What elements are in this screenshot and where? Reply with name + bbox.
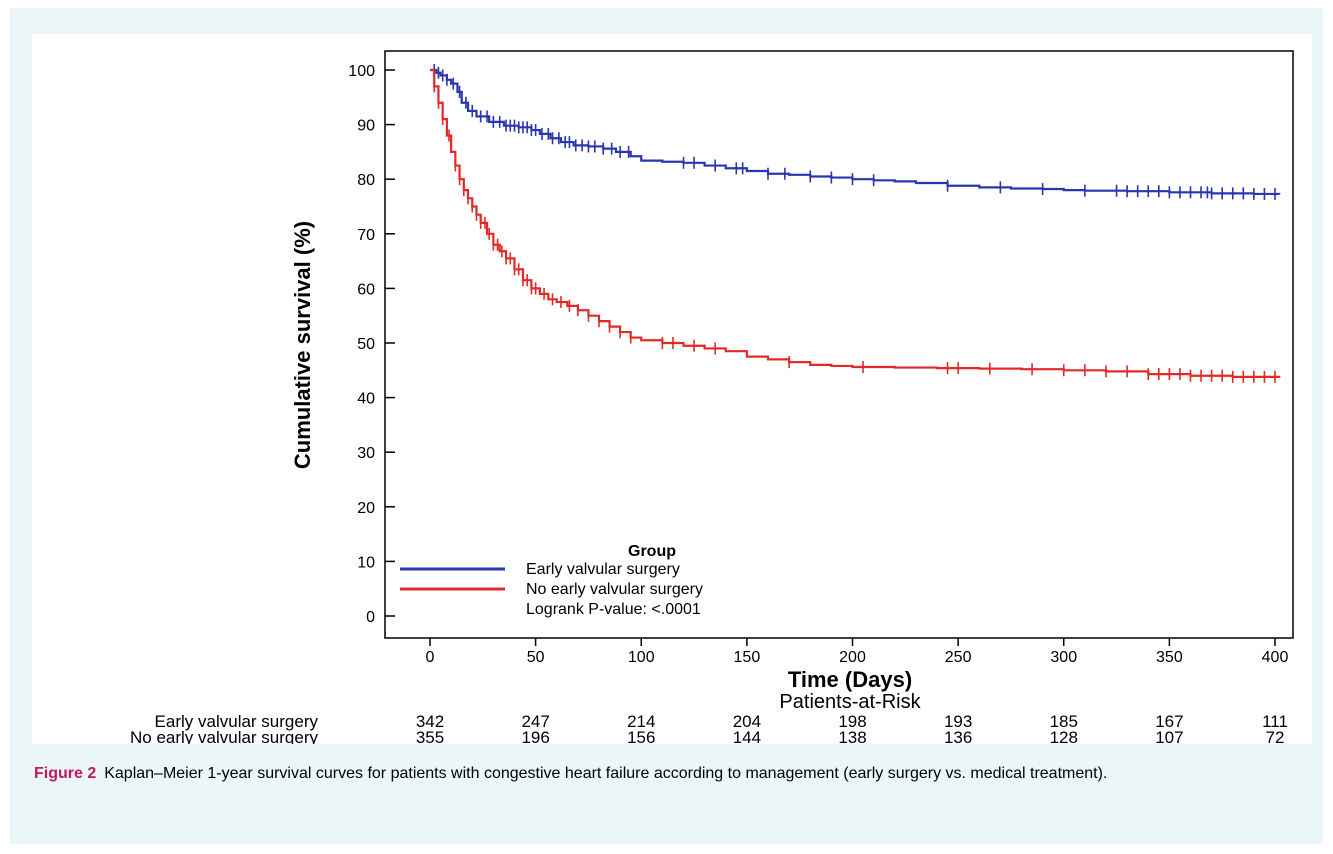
plot-frame (384, 50, 1294, 639)
legend: Group Early valvular surgery No early va… (400, 543, 703, 618)
x-axis: 0 50 100 150 200 250 300 350 400 (426, 638, 1289, 666)
risk-row-label: No early valvular surgery (130, 728, 319, 744)
x-tick-label: 50 (527, 649, 545, 666)
y-tick-label: 100 (348, 63, 375, 80)
risk-count: 72 (1266, 728, 1285, 744)
y-tick-label: 70 (357, 227, 375, 244)
y-tick-label: 50 (357, 336, 375, 353)
risk-count: 144 (733, 728, 761, 744)
y-tick-label: 10 (357, 554, 375, 571)
x-tick-label: 0 (426, 649, 435, 666)
kaplan-meier-chart: 0 10 20 30 40 50 60 70 80 90 100 0 50 100 150 200 250 30… (130, 50, 1294, 744)
risk-count: 204 (733, 712, 761, 731)
x-tick-label: 100 (628, 649, 655, 666)
x-tick-label: 150 (734, 649, 761, 666)
risk-count: 342 (416, 712, 444, 731)
risk-count: 136 (944, 728, 972, 744)
x-tick-label: 200 (839, 649, 866, 666)
risk-count: 193 (944, 712, 972, 731)
risk-count: 128 (1050, 728, 1078, 744)
risk-table: Early valvular surgery 342 247 214 204 198 193… (130, 712, 1288, 744)
risk-count: 107 (1155, 728, 1183, 744)
survival-curve-early-surgery (430, 68, 1281, 196)
risk-count: 198 (838, 712, 866, 731)
risk-count: 355 (416, 728, 444, 744)
x-tick-label: 350 (1156, 649, 1183, 666)
legend-title: Group (628, 543, 676, 560)
caption-text: Kaplan–Meier 1-year survival curves for … (104, 765, 1108, 782)
y-tick-label: 90 (357, 118, 375, 135)
y-tick-label: 80 (357, 172, 375, 189)
x-tick-label: 250 (945, 649, 972, 666)
legend-entry-no-early-surgery: No early valvular surgery (526, 581, 703, 598)
y-axis-label: Cumulative survival (%) (290, 221, 315, 469)
risk-count: 111 (1262, 712, 1288, 731)
risk-count: 214 (627, 712, 655, 731)
risk-row-label: Early valvular surgery (155, 712, 319, 731)
risk-count: 156 (627, 728, 655, 744)
risk-count: 138 (838, 728, 866, 744)
y-tick-label: 0 (366, 609, 375, 626)
y-tick-label: 30 (357, 445, 375, 462)
x-tick-label: 300 (1050, 649, 1077, 666)
risk-count: 167 (1155, 712, 1183, 731)
risk-table-title: Patients-at-Risk (779, 691, 921, 713)
caption-label: Figure 2 (34, 765, 97, 782)
figure-panel: 0 10 20 30 40 50 60 70 80 90 100 0 50 100 150 200 250 30… (10, 8, 1323, 844)
risk-count: 185 (1050, 712, 1078, 731)
y-tick-label: 40 (357, 391, 375, 408)
plot-card: 0 10 20 30 40 50 60 70 80 90 100 0 50 100 150 200 250 30… (32, 34, 1312, 744)
x-tick-label: 400 (1262, 649, 1289, 666)
figure-caption: Figure 2 Kaplan–Meier 1-year survival cur… (34, 760, 1304, 787)
y-axis: 0 10 20 30 40 50 60 70 80 90 100 (348, 63, 395, 626)
y-tick-label: 20 (357, 500, 375, 517)
risk-count: 247 (521, 712, 549, 731)
y-tick-label: 60 (357, 281, 375, 298)
risk-count: 196 (521, 728, 549, 744)
series-layer (430, 64, 1281, 383)
x-axis-label: Time (Days) (788, 667, 912, 692)
logrank-p-value: Logrank P-value: <.0001 (526, 601, 701, 618)
legend-entry-early-surgery: Early valvular surgery (526, 561, 680, 578)
survival-curve-no-early-surgery (430, 68, 1281, 378)
